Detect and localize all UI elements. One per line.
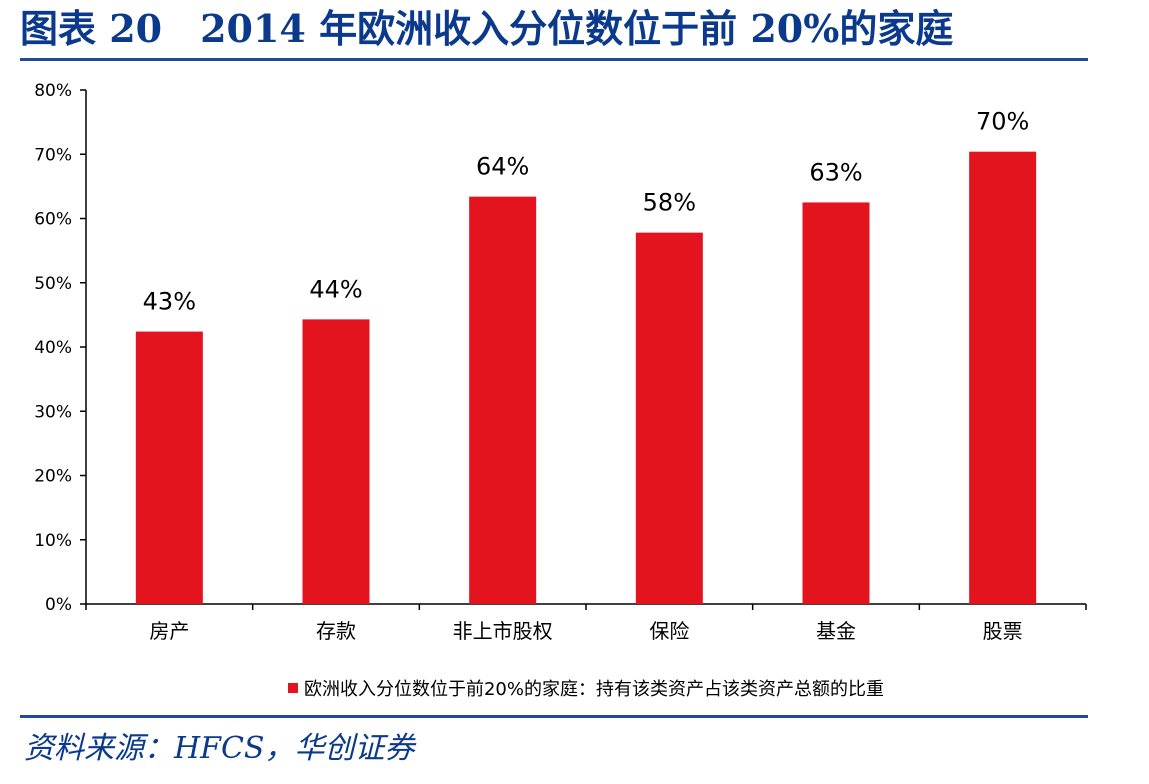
data-label: 70% <box>976 108 1029 136</box>
legend-label: 欧洲收入分位数位于前20%的家庭：持有该类资产占该类资产总额的比重 <box>304 679 884 700</box>
bar <box>135 331 203 604</box>
figure-title: 图表 20 2014 年欧洲收入分位数位于前 20%的家庭 <box>20 6 954 51</box>
legend-swatch <box>287 683 298 693</box>
data-label: 44% <box>309 275 362 303</box>
x-tick-label: 股票 <box>983 619 1023 643</box>
source-divider <box>20 715 1088 718</box>
y-tick-label: 80% <box>34 81 72 101</box>
x-tick-label: 存款 <box>316 619 356 643</box>
data-label: 58% <box>643 189 696 217</box>
data-label: 63% <box>809 158 862 186</box>
y-tick-label: 50% <box>34 274 72 294</box>
y-tick-label: 10% <box>34 531 72 551</box>
title-divider <box>20 58 1088 61</box>
y-tick-label: 60% <box>34 210 72 230</box>
bar <box>969 151 1037 604</box>
x-tick-label: 保险 <box>649 619 689 643</box>
x-tick-label: 基金 <box>816 619 856 643</box>
y-tick-label: 20% <box>34 467 72 487</box>
data-label: 43% <box>143 288 196 316</box>
bar <box>802 202 870 604</box>
y-tick-label: 40% <box>34 338 72 358</box>
x-tick-label: 房产 <box>149 619 189 643</box>
y-tick-label: 0% <box>45 595 72 615</box>
y-tick-label: 70% <box>34 145 72 165</box>
bar <box>635 232 703 604</box>
y-tick-label: 30% <box>34 402 72 422</box>
bar-chart: 0% 10% 20% 30% 40% 50% 60% 70% 80% 43% 房产 44% 存款 64% 非… <box>34 81 1087 700</box>
bar <box>469 196 537 604</box>
x-tick-label: 非上市股权 <box>453 619 553 643</box>
data-label: 64% <box>476 153 529 181</box>
source-note: 资料来源：HFCS，华创证券 <box>24 731 415 766</box>
bar <box>302 319 370 604</box>
